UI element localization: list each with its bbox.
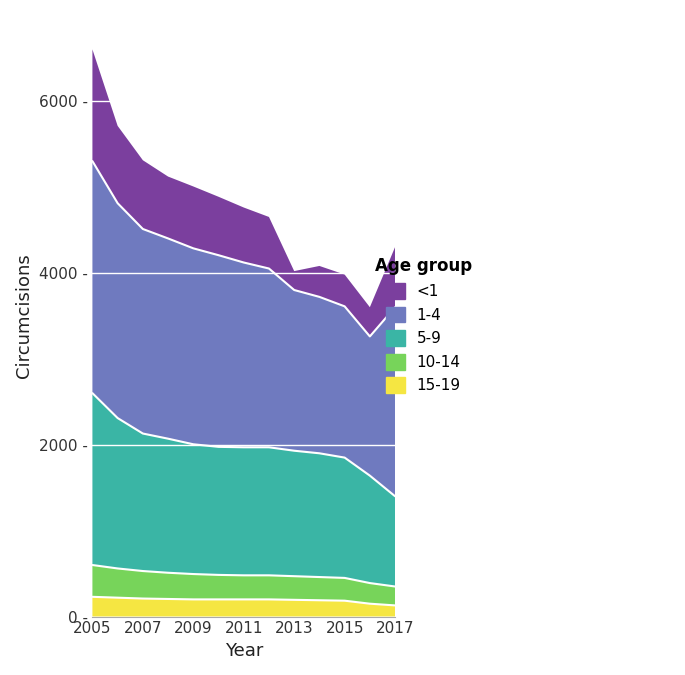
Y-axis label: Circumcisions: Circumcisions [15, 253, 33, 378]
X-axis label: Year: Year [225, 642, 263, 660]
Legend: <1, 1-4, 5-9, 10-14, 15-19: <1, 1-4, 5-9, 10-14, 15-19 [369, 251, 478, 400]
